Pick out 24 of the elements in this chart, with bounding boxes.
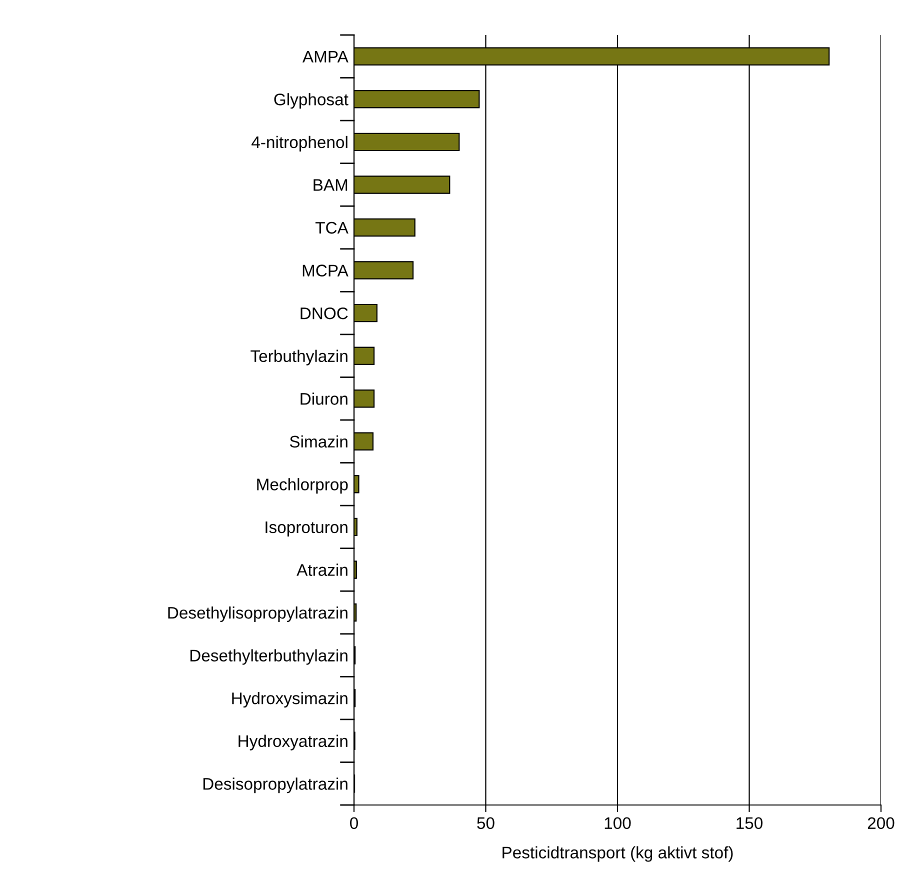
y-tick-label: BAM bbox=[314, 179, 348, 191]
y-tick-label: Desethylisopropylatrazin bbox=[168, 606, 348, 622]
y-tick-label: Atrazin bbox=[296, 564, 348, 576]
y-tick-label: Hydroxyatrazin bbox=[238, 734, 348, 750]
y-tick-label: Glyphosat bbox=[274, 93, 348, 109]
y-tick-label: Isoproturon bbox=[266, 522, 348, 536]
y-tick-label: 4-nitrophenol bbox=[252, 136, 348, 152]
x-tick-label: 0 bbox=[350, 817, 358, 830]
y-tick-label: Diuron bbox=[300, 392, 348, 405]
y-tick-label: AMPA bbox=[302, 50, 348, 62]
x-axis-title: Pesticidtransport (kg aktivt stof) bbox=[502, 846, 733, 862]
y-tick-label: Mechlorprop bbox=[257, 478, 348, 494]
y-tick-label: TCA bbox=[315, 222, 348, 234]
y-tick-label: Terbuthylazin bbox=[250, 350, 348, 366]
y-tick-label: Simazin bbox=[290, 435, 348, 448]
y-tick-label: DNOC bbox=[300, 307, 348, 320]
y-tick-label: Desisopropylatrazin bbox=[203, 778, 348, 794]
x-tick-label: 200 bbox=[868, 817, 894, 830]
x-tick-label: 100 bbox=[604, 817, 631, 830]
x-tick-label: 50 bbox=[477, 817, 494, 830]
y-tick-label: MCPA bbox=[302, 264, 348, 276]
x-tick-label: 150 bbox=[736, 817, 763, 830]
y-tick-label: Desethylterbuthylazin bbox=[190, 649, 348, 665]
y-tick-label: Hydroxysimazin bbox=[232, 692, 348, 708]
